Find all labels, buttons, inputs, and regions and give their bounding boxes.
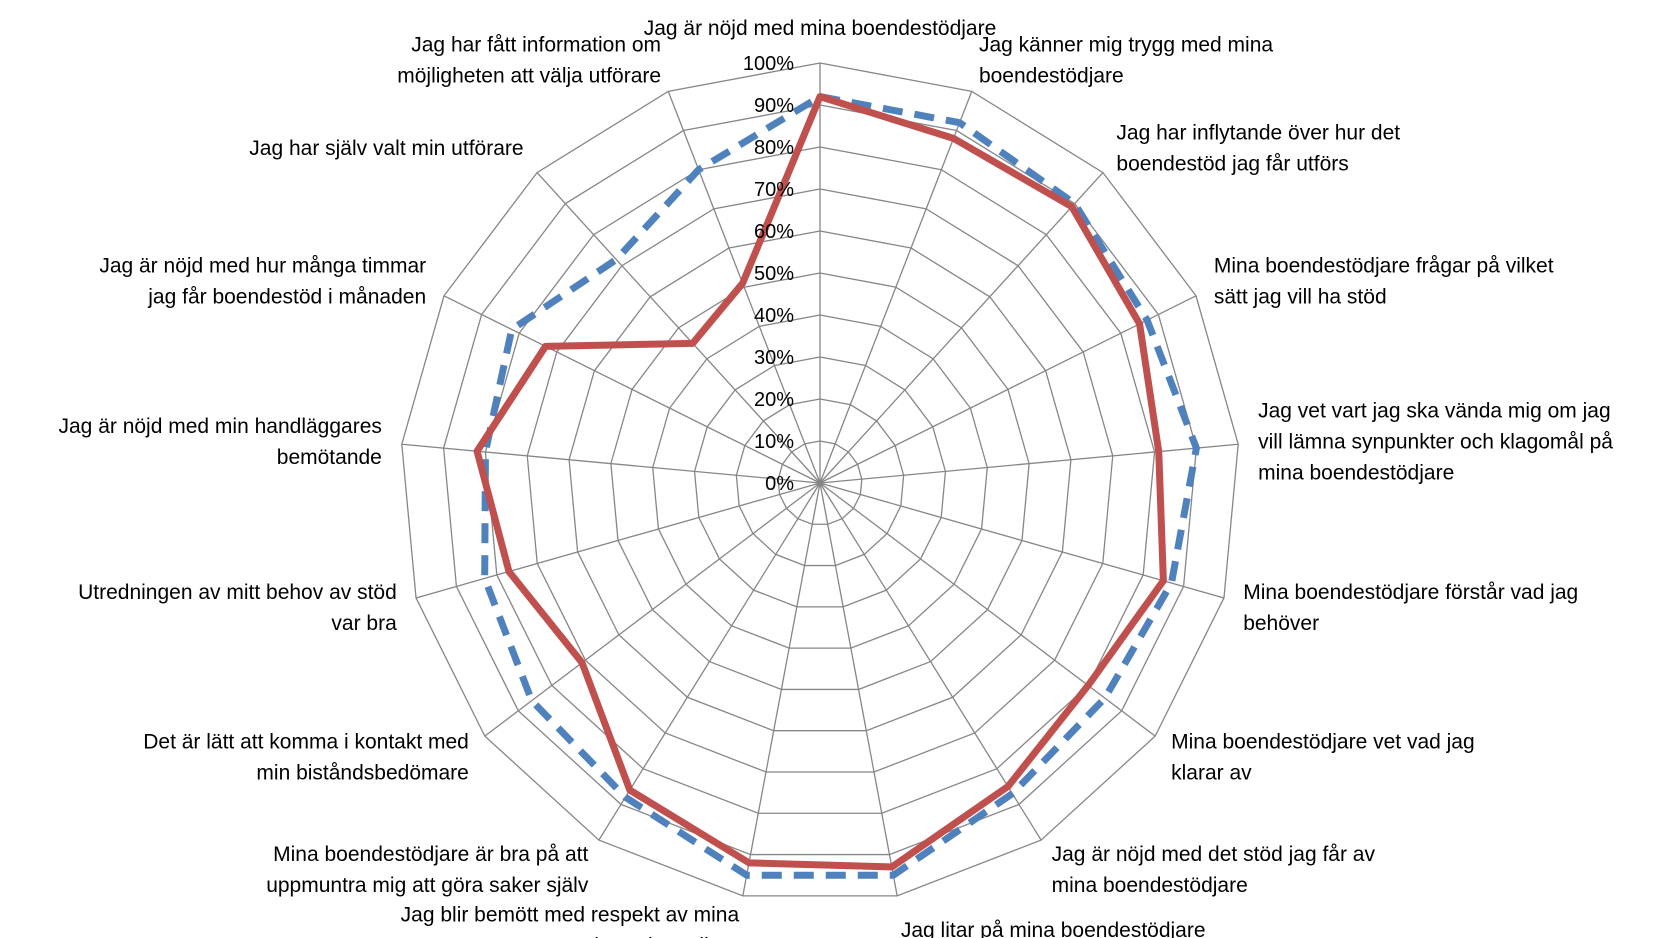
grid-ring <box>401 62 1239 897</box>
grid-spoke <box>819 482 898 896</box>
radial-tick-label: 0% <box>765 473 794 495</box>
grid-ring <box>610 272 1030 691</box>
radial-tick-label: 90% <box>754 95 794 117</box>
category-label: Jag har själv valt min utförare <box>249 137 523 160</box>
grid-spoke <box>536 172 821 484</box>
grid-ring <box>693 356 947 608</box>
grid-spoke <box>401 443 821 484</box>
grid-ring <box>526 188 1114 773</box>
radial-tick-labels: 0% 10% 20% 30% 40% 50% 60% 70% 80% 90% 100% <box>743 53 794 495</box>
radial-tick-label: 30% <box>754 347 794 369</box>
category-label: Jag vet vart jag ska vända mig om jag vil… <box>1258 400 1613 485</box>
grid-ring <box>735 398 905 567</box>
radial-tick-label: 80% <box>754 137 794 159</box>
grid-ring <box>652 314 988 649</box>
category-label: Mina boendestödjare förstår vad jag behöv… <box>1243 581 1578 635</box>
grid-spoke <box>819 295 1197 484</box>
grid-spoke <box>598 482 821 841</box>
grid-spoke <box>819 91 973 484</box>
series-line-2 <box>473 93 1167 871</box>
radial-tick-label: 50% <box>754 263 794 285</box>
radar-series <box>473 93 1200 879</box>
grid-spoke <box>415 482 821 599</box>
grid-spoke <box>819 172 1104 484</box>
category-label: Jag är nöjd med mina boendestödjare <box>644 17 997 40</box>
category-label: Jag är nöjd med min handläggares bemötand… <box>59 415 382 469</box>
category-label: Jag känner mig trygg med mina boendestödj… <box>979 34 1273 88</box>
grid-spoke <box>819 443 1239 484</box>
category-label: Jag blir bemött med respekt av minaboend… <box>401 903 740 938</box>
category-label: Jag är nöjd med hur många timmar jag får … <box>99 255 426 309</box>
grid-spoke <box>819 482 1225 599</box>
grid-ring <box>568 230 1072 732</box>
grid-spoke <box>819 482 1042 841</box>
grid-ring <box>777 440 863 525</box>
category-label: Det är lätt att komma i kontakt med min b… <box>143 731 469 785</box>
grid-spoke <box>819 482 1156 737</box>
radar-grid <box>401 62 1239 897</box>
category-label: Mina boendestödjare är bra på att uppmunt… <box>266 843 589 897</box>
category-label: Jag har fått information om möjligheten a… <box>397 34 661 88</box>
category-label: Mina boendestödjare vet vad jag klarar av <box>1171 731 1475 785</box>
grid-ring <box>442 104 1198 856</box>
series-line-1 <box>481 93 1200 879</box>
category-label: Jag har inflytande över hur det boendestö… <box>1116 121 1400 175</box>
category-label: Jag litar på mina boendestödjare <box>901 919 1206 938</box>
category-label: Jag är nöjd med det stöd jag får av mina … <box>1052 843 1376 897</box>
radial-tick-label: 10% <box>754 431 794 453</box>
radial-tick-label: 100% <box>743 53 794 75</box>
radial-tick-label: 20% <box>754 389 794 411</box>
radial-tick-label: 60% <box>754 221 794 243</box>
radial-tick-label: 40% <box>754 305 794 327</box>
radial-tick-label: 70% <box>754 179 794 201</box>
grid-spoke <box>742 482 821 896</box>
category-label: Utredningen av mitt behov av stöd var bra <box>78 581 397 635</box>
grid-spoke <box>443 295 821 484</box>
grid-spoke <box>484 482 821 737</box>
category-label: Mina boendestödjare frågar på vilket sätt… <box>1214 255 1554 309</box>
grid-spoke <box>667 91 821 484</box>
